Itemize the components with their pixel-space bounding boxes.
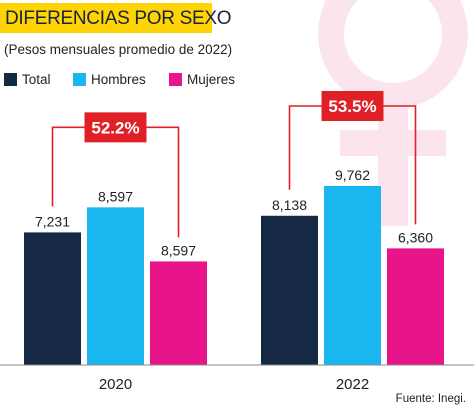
legend-label-mujeres: Mujeres	[187, 72, 236, 87]
legend-label-total: Total	[22, 72, 51, 87]
data-label-hombres-2020: 8,597	[98, 188, 133, 204]
annotation-connector-right-2022	[383, 105, 417, 225]
annotation-label-2020: 52.2%	[91, 118, 139, 137]
bar-hombres-2022	[324, 186, 381, 365]
legend-swatch-mujeres	[169, 73, 182, 86]
data-label-mujeres-2020: 8,597	[161, 242, 196, 258]
watermark-female-symbol-bar	[340, 130, 446, 156]
annotation-box-2020	[84, 112, 147, 143]
watermark-female-symbol-ring	[318, 0, 468, 109]
chart-title: DIFERENCIAS POR SEXO	[5, 8, 232, 29]
bar-mujeres-2020	[150, 261, 207, 365]
title-banner: DIFERENCIAS POR SEXO	[0, 3, 232, 33]
category-label-2022: 2022	[336, 376, 369, 393]
bar-mujeres-2022	[387, 248, 444, 365]
legend-swatch-hombres	[73, 73, 86, 86]
bar-total-2022	[261, 215, 318, 365]
data-label-mujeres-2022: 6,360	[398, 229, 433, 245]
data-label-total-2022: 8,138	[272, 197, 307, 213]
bar-total-2020	[24, 232, 81, 365]
legend-swatch-total	[4, 73, 17, 86]
annotation-connector-right-2020	[146, 126, 180, 238]
category-label-2020: 2020	[99, 376, 132, 393]
source-note: Fuente: Inegi.	[395, 393, 466, 405]
data-label-total-2020: 7,231	[35, 213, 70, 229]
bar-hombres-2020	[87, 207, 144, 365]
annotation-label-2022: 53.5%	[328, 97, 376, 116]
chart-subtitle: (Pesos mensuales promedio de 2022)	[4, 42, 233, 57]
legend-label-hombres: Hombres	[91, 72, 146, 87]
data-label-hombres-2022: 9,762	[335, 167, 370, 183]
annotation-connector-left-2022	[288, 105, 322, 190]
annotation-box-2022	[321, 91, 384, 121]
annotation-connector-left-2020	[51, 126, 85, 207]
